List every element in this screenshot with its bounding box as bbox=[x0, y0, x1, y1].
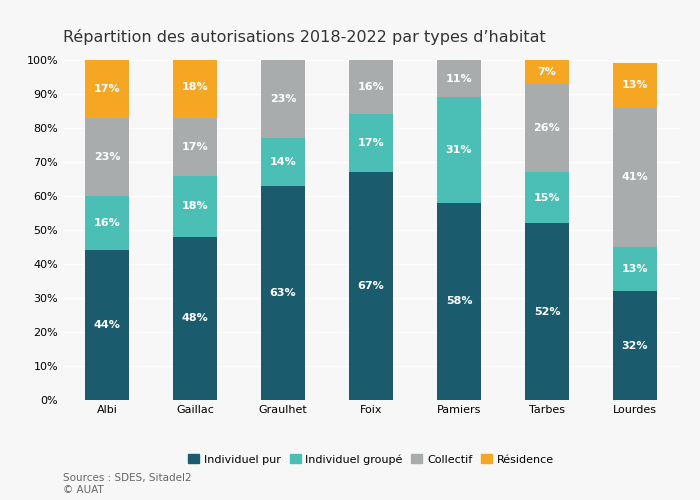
Bar bbox=[173, 176, 217, 237]
Text: 18%: 18% bbox=[182, 201, 209, 211]
Text: 13%: 13% bbox=[622, 264, 648, 274]
Bar bbox=[85, 60, 129, 118]
Text: 17%: 17% bbox=[182, 142, 209, 152]
Bar bbox=[437, 98, 481, 203]
Bar bbox=[525, 84, 569, 172]
Bar bbox=[613, 291, 657, 400]
Text: 7%: 7% bbox=[538, 67, 556, 77]
Bar bbox=[437, 60, 481, 98]
Text: 17%: 17% bbox=[94, 84, 120, 94]
Text: Répartition des autorisations 2018-2022 par types d’habitat: Répartition des autorisations 2018-2022 … bbox=[63, 29, 546, 45]
Text: 67%: 67% bbox=[358, 281, 384, 291]
Bar bbox=[173, 237, 217, 400]
Text: 18%: 18% bbox=[182, 82, 209, 92]
Bar bbox=[261, 60, 305, 138]
Text: 44%: 44% bbox=[94, 320, 120, 330]
Bar bbox=[525, 223, 569, 400]
Bar bbox=[85, 118, 129, 196]
Legend: Individuel pur, Individuel groupé, Collectif, Résidence: Individuel pur, Individuel groupé, Colle… bbox=[184, 450, 558, 469]
Text: 58%: 58% bbox=[446, 296, 473, 306]
Text: 17%: 17% bbox=[358, 138, 384, 148]
Text: 13%: 13% bbox=[622, 80, 648, 90]
Text: 32%: 32% bbox=[622, 340, 648, 350]
Bar bbox=[85, 196, 129, 250]
Bar bbox=[173, 56, 217, 118]
Text: 48%: 48% bbox=[181, 314, 209, 324]
Bar bbox=[349, 114, 393, 172]
Bar bbox=[349, 60, 393, 114]
Bar bbox=[437, 203, 481, 400]
Bar bbox=[261, 138, 305, 186]
Text: 26%: 26% bbox=[533, 123, 561, 133]
Text: 23%: 23% bbox=[270, 94, 296, 104]
Text: 14%: 14% bbox=[270, 157, 296, 167]
Text: 31%: 31% bbox=[446, 145, 473, 155]
Bar bbox=[525, 172, 569, 223]
Bar bbox=[173, 118, 217, 176]
Bar bbox=[85, 250, 129, 400]
Text: 63%: 63% bbox=[270, 288, 296, 298]
Bar bbox=[261, 186, 305, 400]
Bar bbox=[349, 172, 393, 400]
Text: 52%: 52% bbox=[533, 306, 560, 316]
Text: 16%: 16% bbox=[94, 218, 120, 228]
Bar bbox=[525, 60, 569, 84]
Text: 41%: 41% bbox=[622, 172, 648, 182]
Text: Sources : SDES, Sitadel2
© AUAT: Sources : SDES, Sitadel2 © AUAT bbox=[63, 474, 192, 495]
Text: 11%: 11% bbox=[446, 74, 473, 84]
Bar bbox=[613, 108, 657, 247]
Bar bbox=[613, 64, 657, 108]
Text: 15%: 15% bbox=[533, 192, 560, 202]
Text: 23%: 23% bbox=[94, 152, 120, 162]
Text: 16%: 16% bbox=[358, 82, 384, 92]
Bar bbox=[613, 247, 657, 291]
